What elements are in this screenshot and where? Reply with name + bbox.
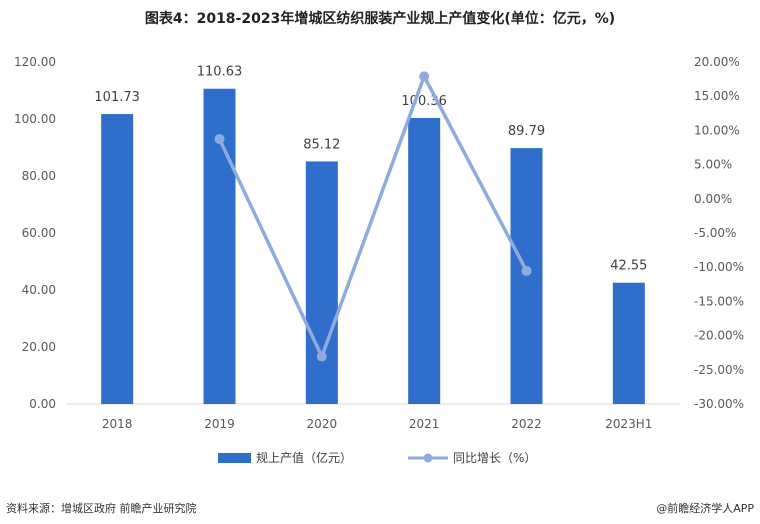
bar-data-label: 110.63 — [197, 65, 243, 80]
source-note: 资料来源：增城区政府 前瞻产业研究院 — [6, 502, 197, 515]
credit-note: @前瞻经济学人APP — [656, 502, 754, 515]
bar-data-label: 101.73 — [94, 90, 140, 105]
bar-2018 — [101, 114, 134, 404]
legend-line-label: 同比增长（%） — [453, 451, 536, 465]
right-axis-tick: -10.00% — [694, 260, 744, 274]
bar-2023H1 — [612, 282, 645, 404]
left-axis-tick: 40.00 — [22, 283, 56, 297]
left-axis-tick: 100.00 — [14, 112, 56, 126]
right-axis-tick: -15.00% — [694, 294, 744, 308]
right-axis: -30.00% -25.00% -20.00% -15.00% -10.00% -5.00… — [694, 55, 744, 411]
x-axis-label: 2021 — [409, 417, 440, 431]
x-axis-label: 2018 — [102, 417, 133, 431]
left-axis-tick: 0.00 — [29, 397, 56, 411]
left-axis-tick: 120.00 — [14, 55, 56, 69]
growth-point-2022 — [521, 265, 532, 276]
left-axis-tick: 60.00 — [22, 226, 56, 240]
right-axis-tick: 15.00% — [694, 89, 740, 103]
growth-point-2020 — [316, 351, 327, 362]
growth-point-2019 — [214, 133, 225, 144]
growth-line-series — [214, 71, 532, 362]
bar-data-label: 42.55 — [610, 259, 647, 274]
bar-2022 — [510, 148, 543, 404]
right-axis-tick: -20.00% — [694, 329, 744, 343]
legend-line-marker — [423, 453, 433, 463]
legend-bar-swatch — [218, 453, 251, 463]
x-axis-label: 2023H1 — [605, 417, 652, 431]
x-axis-labels: 2018 2019 2020 2021 2022 2023H1 — [102, 417, 653, 431]
left-axis: 0.00 20.00 40.00 60.00 80.00 100.00 120.00 — [14, 55, 56, 411]
right-axis-tick: -5.00% — [694, 226, 736, 240]
chart-title: 图表4：2018-2023年增城区纺织服装产业规上产值变化(单位：亿元，%) — [144, 11, 616, 27]
bar-data-label: 89.79 — [508, 124, 545, 139]
right-axis-tick: -30.00% — [694, 397, 744, 411]
right-axis-tick: 20.00% — [694, 55, 740, 69]
legend: 规上产值（亿元） 同比增长（%） — [218, 450, 536, 465]
legend-bar-label: 规上产值（亿元） — [256, 450, 352, 465]
x-axis-label: 2022 — [511, 417, 542, 431]
bar-data-label: 85.12 — [303, 137, 340, 152]
x-axis-label: 2020 — [307, 417, 338, 431]
left-axis-tick: 80.00 — [22, 169, 56, 183]
x-axis-label: 2019 — [204, 417, 235, 431]
right-axis-tick: -25.00% — [694, 363, 744, 377]
left-axis-tick: 20.00 — [22, 340, 56, 354]
growth-point-2021 — [419, 71, 430, 82]
growth-line — [217, 74, 529, 359]
right-axis-tick: 5.00% — [694, 158, 732, 172]
right-axis-tick: 10.00% — [694, 123, 740, 137]
right-axis-tick: 0.00% — [694, 192, 732, 206]
bar-2020 — [305, 161, 338, 404]
bar-2021 — [408, 117, 441, 404]
